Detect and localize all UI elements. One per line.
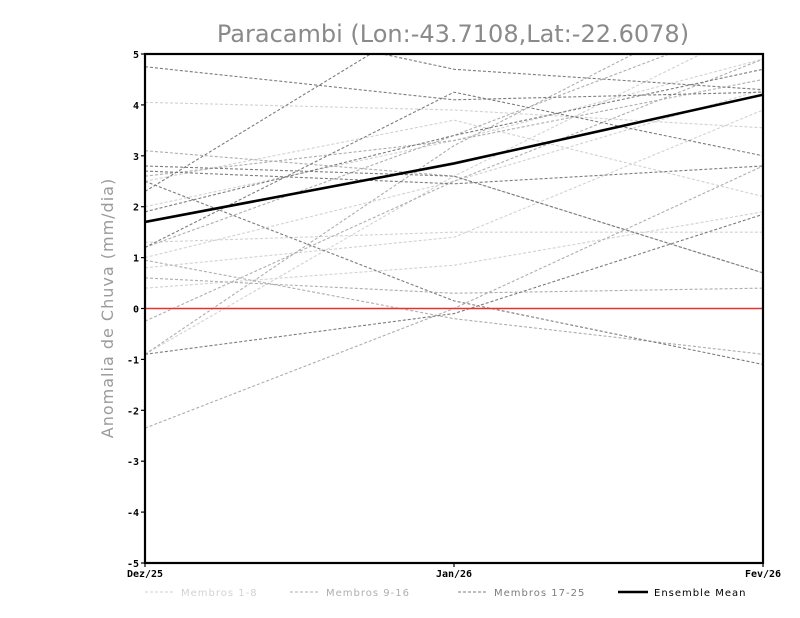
chart-title: Paracambi (Lon:-43.7108,Lat:-22.6078) xyxy=(217,20,689,48)
y-tick-label: -4 xyxy=(127,508,139,519)
legend-label-4: Ensemble Mean xyxy=(654,588,746,599)
member-line-18 xyxy=(145,213,763,355)
member-line-14 xyxy=(145,277,763,294)
y-tick-label: 5 xyxy=(133,50,139,61)
legend-label-1: Membros 1-8 xyxy=(181,588,258,599)
member-line-4 xyxy=(145,89,763,259)
member-line-5 xyxy=(145,101,763,129)
ensemble-mean-line xyxy=(145,93,763,224)
member-line-15 xyxy=(145,54,635,355)
member-line-7 xyxy=(145,109,763,269)
member-line-23 xyxy=(145,165,763,274)
member-line-9 xyxy=(145,54,671,248)
member-line-3 xyxy=(145,211,763,289)
member-line-25 xyxy=(380,54,763,91)
y-tick-label: -1 xyxy=(127,355,139,366)
member-line-19 xyxy=(145,66,763,101)
member-line-20 xyxy=(145,180,763,366)
mean-layer xyxy=(145,93,763,310)
member-line-2 xyxy=(145,231,763,243)
legend-label-3: Membros 17-25 xyxy=(494,588,585,599)
member-line-13 xyxy=(145,78,763,177)
y-tick-label: -3 xyxy=(127,457,139,468)
y-tick-label: 2 xyxy=(133,203,139,214)
y-tick-label: -5 xyxy=(127,559,139,570)
x-tick-label: Fev/26 xyxy=(745,569,781,580)
member-line-16 xyxy=(145,259,763,355)
y-tick-label: 1 xyxy=(133,254,139,265)
member-line-6 xyxy=(145,58,763,208)
legend: Membros 1-8 Membros 9-16 Membros 17-25 Ense… xyxy=(145,588,746,599)
member-line-21 xyxy=(145,165,763,185)
y-axis-label: Anomalia de Chuva (mm/dia) xyxy=(98,178,117,438)
x-tick-label: Jan/26 xyxy=(436,569,472,580)
y-tick-label: 3 xyxy=(133,152,139,163)
x-tick-label: Dez/25 xyxy=(127,569,163,580)
y-tick-label: 4 xyxy=(133,101,139,112)
y-tick-label: 0 xyxy=(133,305,139,316)
member-line-1 xyxy=(145,119,763,198)
member-line-10 xyxy=(145,58,763,322)
member-line-17 xyxy=(145,54,372,192)
member-line-24 xyxy=(145,68,763,213)
legend-label-2: Membros 9-16 xyxy=(326,588,410,599)
y-axis-ticks: -5 -4 -3 -2 -1 0 1 2 3 4 5 xyxy=(127,50,145,570)
x-axis-ticks: Dez/25 Jan/26 Fev/26 xyxy=(127,563,781,580)
y-tick-label: -2 xyxy=(127,406,139,417)
series-layer xyxy=(145,54,763,429)
member-line-22 xyxy=(145,91,763,248)
